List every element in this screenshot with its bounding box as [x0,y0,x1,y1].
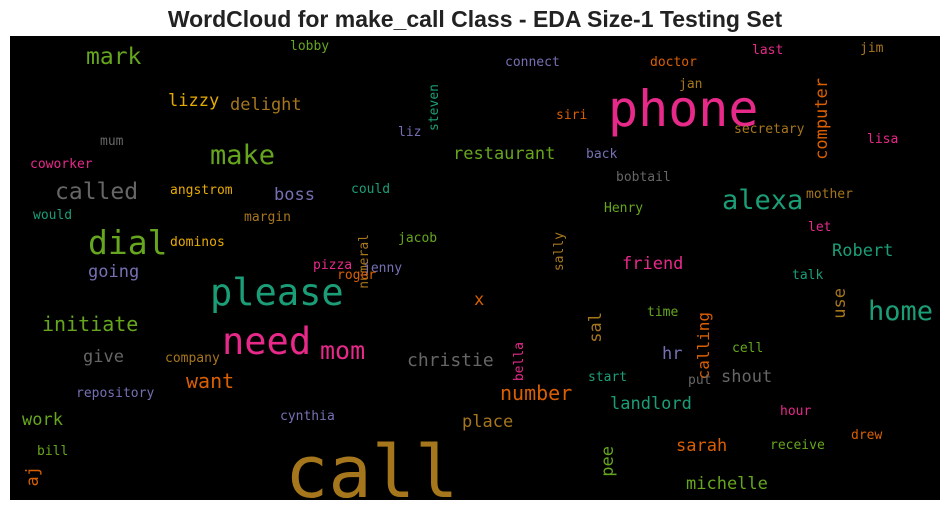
word-dial: dial [88,223,168,262]
word-going: going [88,262,140,282]
word-use: use [830,288,850,319]
word-company: company [165,351,220,366]
word-jan: jan [679,77,703,92]
word-restaurant: restaurant [453,144,556,164]
word-coworker: coworker [30,157,93,172]
word-please: please [210,271,344,314]
word-talk: talk [792,268,824,283]
word-roger: roger [337,268,377,283]
word-initiate: initiate [42,312,139,336]
word-cynthia: cynthia [280,409,335,424]
word-alexa: alexa [722,185,804,216]
word-last: last [752,43,784,58]
word-cell: cell [732,341,764,356]
word-friend: friend [622,254,684,274]
word-bobtail: bobtail [616,170,671,185]
word-margin: margin [244,210,291,225]
word-start: start [588,370,628,385]
word-sarah: sarah [676,436,728,456]
word-aj: aj [23,466,43,487]
word-liz: liz [398,125,422,140]
word-sally: sally [552,232,567,272]
wordcloud-canvas: call phone please need dial make alexa home mom c… [10,36,940,500]
word-henry: Henry [604,201,644,216]
word-calling: calling [694,312,713,380]
word-mother: mother [806,187,853,202]
word-back: back [586,147,618,162]
word-make: make [210,140,276,171]
word-home: home [868,296,934,327]
word-dominos: dominos [170,235,225,250]
chart-title: WordCloud for make_call Class - EDA Size… [167,6,783,32]
word-angstrom: angstrom [170,183,233,198]
word-lizzy: lizzy [168,91,220,111]
word-hr: hr [662,344,683,364]
word-mom: mom [320,336,366,365]
word-mark: mark [86,44,142,70]
word-place: place [462,412,514,432]
word-lobby: lobby [290,39,330,54]
word-secretary: secretary [734,122,805,137]
word-steven: steven [427,84,442,131]
word-landlord: landlord [610,394,692,414]
word-number: number [500,381,573,405]
word-need: need [222,320,312,363]
word-robert: Robert [832,241,894,261]
word-called: called [55,179,139,205]
word-would: would [33,208,73,223]
word-repository: repository [76,386,155,401]
word-jenny: jenny [363,261,403,276]
word-sal: sal [586,312,606,343]
word-boss: boss [274,185,315,205]
word-pee: pee [598,446,618,477]
word-michelle: michelle [686,474,768,494]
word-delight: delight [230,95,302,115]
word-phone: phone [608,80,759,138]
word-shout: shout [721,367,773,387]
word-bella: bella [512,342,527,382]
word-work: work [22,410,63,430]
word-call: call [285,430,459,500]
word-jacob: jacob [398,231,438,246]
word-lisa: lisa [867,132,899,147]
word-x: x [474,290,485,310]
word-receive: receive [770,438,825,453]
word-pizza: pizza [313,258,353,273]
word-jim: jim [860,41,884,56]
word-time: time [647,305,679,320]
word-put: put [688,373,712,388]
word-computer: computer [812,78,832,160]
word-let: let [808,220,832,235]
word-give: give [83,347,124,367]
word-could: could [351,182,391,197]
word-christie: christie [407,350,494,371]
word-mum: mum [100,134,124,149]
word-siri: siri [556,108,588,123]
word-want: want [186,369,235,393]
word-bill: bill [37,444,69,459]
word-drew: drew [851,428,883,443]
word-connect: connect [505,55,560,70]
word-doctor: doctor [650,55,697,70]
word-hour: hour [780,404,812,419]
